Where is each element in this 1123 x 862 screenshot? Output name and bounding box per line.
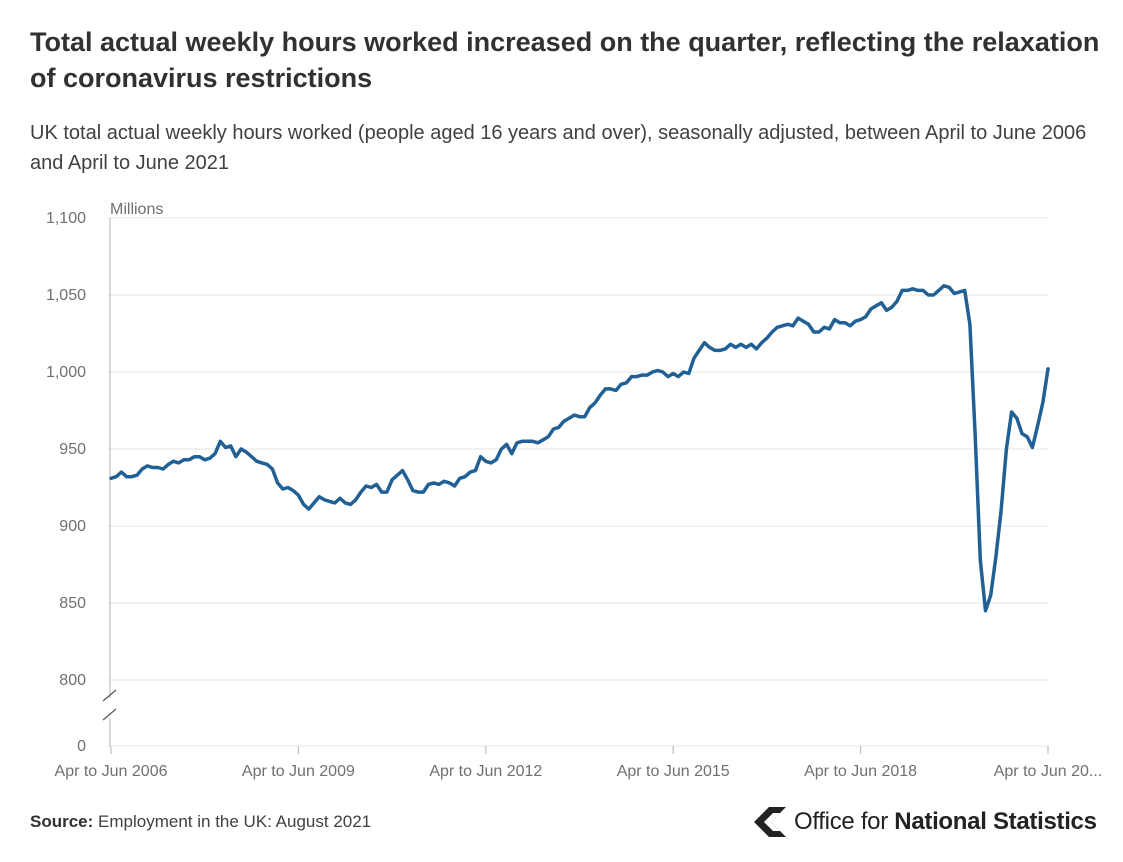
series-line bbox=[109, 284, 1050, 613]
ons-logo: Office for National Statistics bbox=[754, 806, 1097, 838]
ons-logo-icon bbox=[754, 807, 786, 837]
line-chart: 1,100 1,050 1,000 950 900 850 800 0 Millions Apr … bbox=[46, 201, 1103, 780]
x-tick-label: Apr to Jun 2015 bbox=[617, 763, 730, 780]
y-tick-label: 850 bbox=[59, 595, 86, 612]
y-tick-label: 1,000 bbox=[46, 364, 86, 381]
x-tick-label: Apr to Jun 2012 bbox=[429, 763, 542, 780]
x-tick-label: Apr to Jun 2006 bbox=[55, 763, 168, 780]
y-axis-label: Millions bbox=[110, 201, 163, 218]
chart-title: Total actual weekly hours worked increas… bbox=[30, 27, 1100, 93]
source-text: Employment in the UK: August 2021 bbox=[98, 812, 372, 831]
x-tick-label: Apr to Jun 2009 bbox=[242, 763, 355, 780]
chart-subtitle: UK total actual weekly hours worked (peo… bbox=[30, 122, 1087, 174]
y-tick-label: 900 bbox=[59, 518, 86, 535]
y-tick-label: 800 bbox=[59, 672, 86, 689]
x-tick-label: Apr to Jun 2018 bbox=[804, 763, 917, 780]
ons-logo-text: Office for National Statistics bbox=[794, 808, 1097, 835]
source-note: Source: Employment in the UK: August 202… bbox=[30, 812, 371, 832]
y-tick-label: 1,050 bbox=[46, 287, 86, 304]
x-tick-label: Apr to Jun 20... bbox=[994, 763, 1103, 780]
y-tick-label: 0 bbox=[77, 738, 86, 755]
y-tick-label: 1,100 bbox=[46, 210, 86, 227]
axis-break-mark bbox=[102, 708, 117, 721]
y-tick-label: 950 bbox=[59, 441, 86, 458]
source-label: Source: bbox=[30, 812, 94, 831]
axis-break-mark bbox=[102, 689, 117, 702]
